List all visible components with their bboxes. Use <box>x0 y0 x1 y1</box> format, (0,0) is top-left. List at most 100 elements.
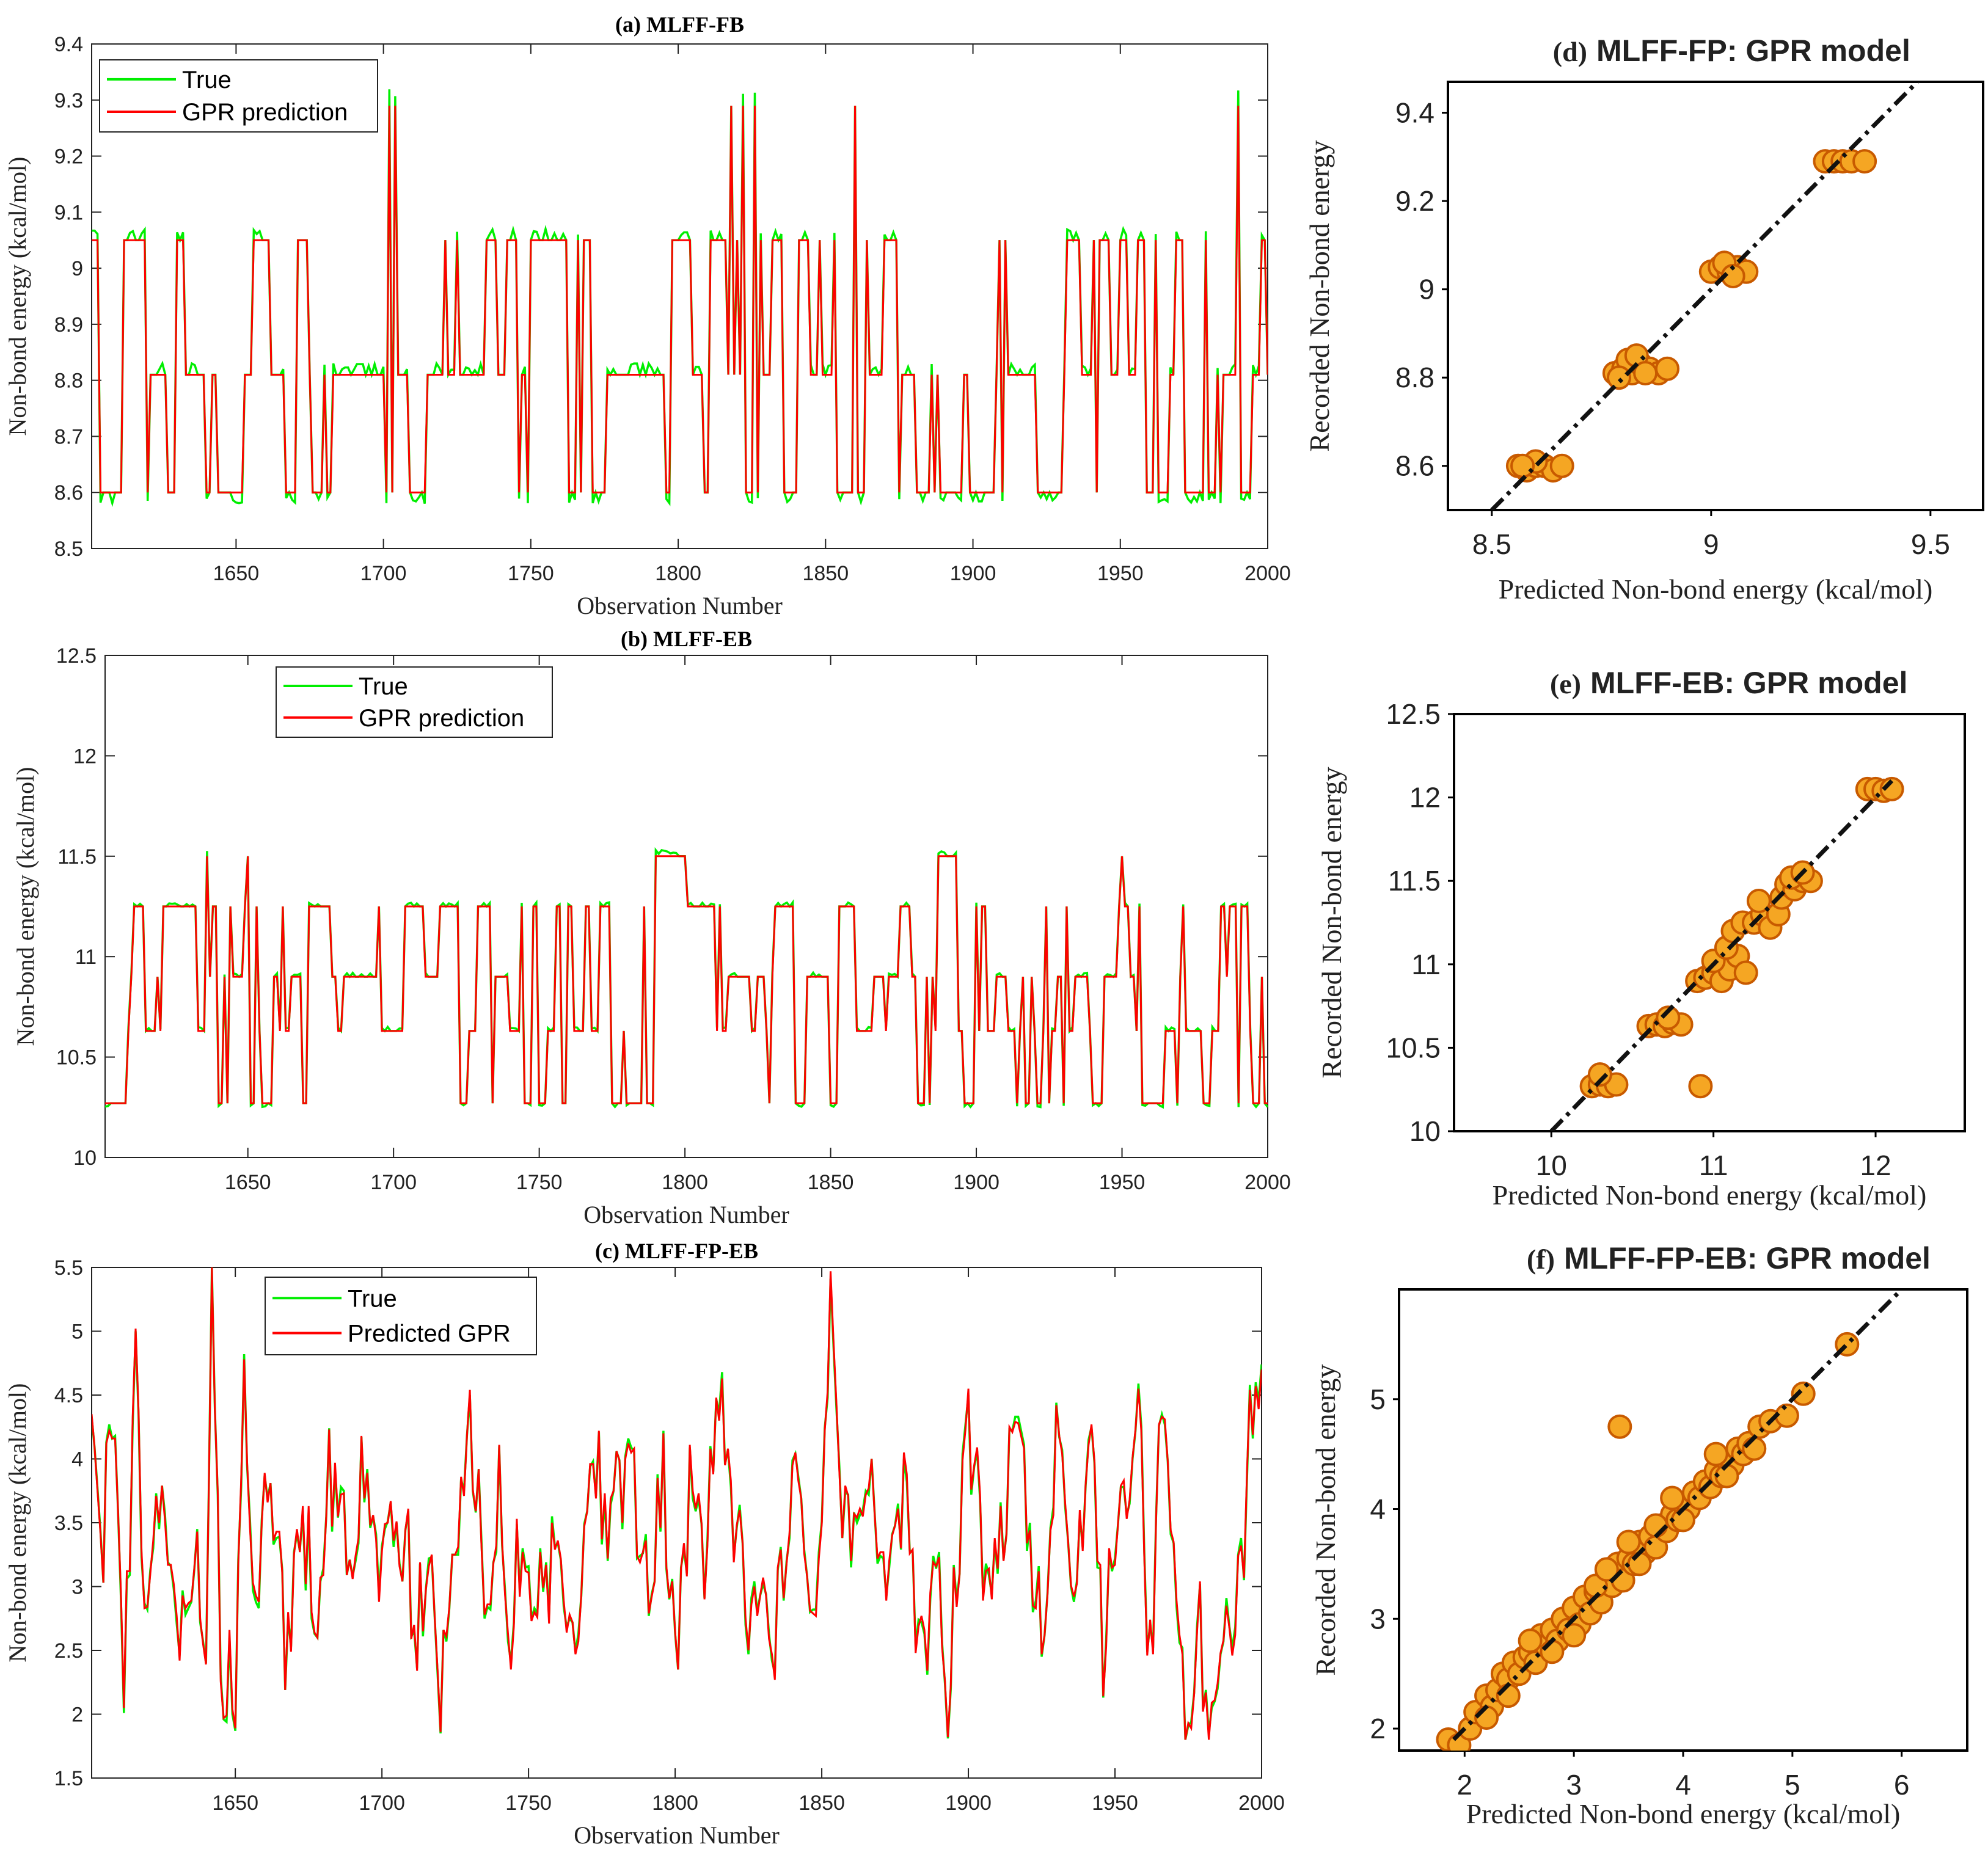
scatter-point <box>1474 1705 1499 1730</box>
series-line-gpr-prediction <box>105 855 1268 1104</box>
chart-title-letter: (d) <box>1553 36 1587 67</box>
x-tick-label: 3 <box>1566 1769 1582 1801</box>
x-tick-label: 2000 <box>1238 1791 1285 1815</box>
y-tick-label: 9 <box>71 257 83 280</box>
y-tick-label: 4.5 <box>54 1384 83 1407</box>
y-tick-label: 9.2 <box>1395 185 1434 217</box>
scatter-point <box>1607 365 1631 390</box>
legend-box <box>265 1277 537 1355</box>
y-tick-label: 9.1 <box>54 201 83 224</box>
y-tick-label: 3 <box>1370 1603 1386 1635</box>
y-tick-label: 8.5 <box>54 538 83 561</box>
y-tick-label: 11 <box>75 946 97 969</box>
x-tick-label: 1650 <box>225 1171 271 1194</box>
legend-entry: GPR prediction <box>359 705 524 732</box>
x-tick-label: 12 <box>1860 1150 1891 1181</box>
x-tick-label: 10 <box>1536 1150 1567 1181</box>
y-axis-label: Recorded Non-bond energy <box>1304 140 1335 451</box>
chart-title: (f) MLFF-FP-EB: GPR model <box>1527 1241 1931 1275</box>
legend: True GPR prediction <box>99 59 378 133</box>
legend-entry: GPR prediction <box>182 99 348 126</box>
scatter-point <box>1627 1551 1652 1576</box>
y-tick-label: 5 <box>1370 1383 1386 1415</box>
scatter-point <box>1660 1485 1685 1511</box>
x-tick-label: 1700 <box>370 1171 417 1194</box>
y-tick-label: 1.5 <box>54 1767 83 1790</box>
scatter-point <box>1607 1414 1632 1439</box>
x-tick-label: 1650 <box>212 1791 258 1815</box>
chart-title-letter: (e) <box>1550 668 1581 699</box>
x-tick-label: 1700 <box>359 1791 405 1815</box>
chart-title-text: MLFF-FP: GPR model <box>1596 34 1910 68</box>
chart-title: (a) MLFF-FB <box>615 12 744 37</box>
y-tick-label: 5 <box>71 1321 83 1344</box>
x-tick-label: 1750 <box>516 1171 563 1194</box>
y-tick-label: 10 <box>1409 1115 1441 1147</box>
y-tick-label: 10 <box>73 1146 97 1170</box>
scatter-point <box>1587 1062 1612 1087</box>
x-tick-label: 1700 <box>360 562 407 585</box>
chart-title: (c) MLFF-FP-EB <box>595 1239 758 1263</box>
y-tick-label: 8.7 <box>54 425 83 448</box>
scatter-point <box>1688 1074 1713 1099</box>
y-tick-label: 8.8 <box>54 370 83 393</box>
x-tick-label: 1650 <box>213 562 260 585</box>
y-tick-label: 9.4 <box>1395 97 1434 129</box>
y-tick-label: 10.5 <box>1386 1032 1441 1063</box>
x-tick-label: 2 <box>1457 1769 1473 1801</box>
x-tick-label: 5 <box>1785 1769 1800 1801</box>
x-tick-label: 11 <box>1699 1150 1728 1181</box>
plot-frame <box>104 655 1268 1158</box>
scatter-chart-e: (e) MLFF-EB: GPR model 10 11 12 10 10.5 11 11.5 1… <box>1316 666 1966 1211</box>
x-axis-label: Observation Number <box>583 1201 789 1228</box>
y-tick-label: 8.6 <box>54 481 83 505</box>
y-tick-label: 9.4 <box>54 33 83 56</box>
chart-title-text: MLFF-FP-EB: GPR model <box>1564 1241 1931 1275</box>
y-axis-label: Non-bond energy (kcal/mol) <box>4 1383 31 1663</box>
x-axis-label: Predicted Non-bond energy (kcal/mol) <box>1466 1798 1901 1829</box>
y-tick-label: 2 <box>71 1704 83 1727</box>
x-tick-label: 1750 <box>505 1791 552 1815</box>
y-tick-label: 4 <box>1370 1493 1386 1525</box>
legend-entry: True <box>348 1285 397 1312</box>
y-tick-label: 11.5 <box>57 845 97 869</box>
chart-title: (e) MLFF-EB: GPR model <box>1550 666 1907 700</box>
scatter-point <box>1733 960 1758 985</box>
fit-line <box>1452 1289 1904 1741</box>
line-chart-a: (a) MLFF-FB 1650 1700 1750 1800 1850 1900 1950 2… <box>4 12 1291 619</box>
x-tick-label: 6 <box>1894 1769 1910 1801</box>
y-tick-label: 12 <box>1409 782 1441 814</box>
plot-frame <box>1453 713 1966 1132</box>
x-tick-label: 1750 <box>508 562 554 585</box>
y-tick-label: 12 <box>73 745 97 768</box>
y-tick-label: 10.5 <box>56 1046 97 1070</box>
chart-title-letter: (f) <box>1527 1244 1555 1275</box>
y-tick-label: 8.8 <box>1395 362 1434 393</box>
series-line-gpr-prediction <box>92 105 1268 494</box>
legend: True Predicted GPR <box>265 1277 537 1355</box>
x-tick-label: 1850 <box>798 1791 845 1815</box>
y-axis-label: Non-bond energy (kcal/mol) <box>12 767 39 1046</box>
x-tick-label: 2000 <box>1244 1171 1291 1194</box>
legend-box <box>99 59 378 133</box>
scatter-point <box>1655 356 1679 381</box>
legend-box <box>276 666 553 738</box>
x-axis-label: Observation Number <box>574 1821 780 1849</box>
scatter-chart-d: (d) MLFF-FP: GPR model 8.5 9 9.5 8.6 8.8 9 9.2 9.… <box>1304 34 1984 605</box>
y-tick-label: 3.5 <box>54 1512 83 1535</box>
scatter-point <box>1742 1436 1767 1461</box>
x-axis-label: Observation Number <box>577 592 783 619</box>
x-tick-label: 1800 <box>662 1171 708 1194</box>
y-tick-label: 12.5 <box>56 644 97 668</box>
legend-entry: True <box>182 67 232 93</box>
line-chart-c: (c) MLFF-FP-EB 1650 1700 1750 1800 1850 1900 19… <box>4 1239 1285 1849</box>
y-axis-label: Recorded Non-bond energy <box>1310 1364 1341 1675</box>
scatter-point <box>1703 1441 1728 1467</box>
scatter-point <box>1616 1529 1641 1554</box>
scatter-point <box>1510 453 1535 478</box>
scatter-point <box>1656 1005 1681 1030</box>
y-tick-label: 5.5 <box>54 1256 83 1280</box>
chart-title: (b) MLFF-EB <box>621 627 752 651</box>
